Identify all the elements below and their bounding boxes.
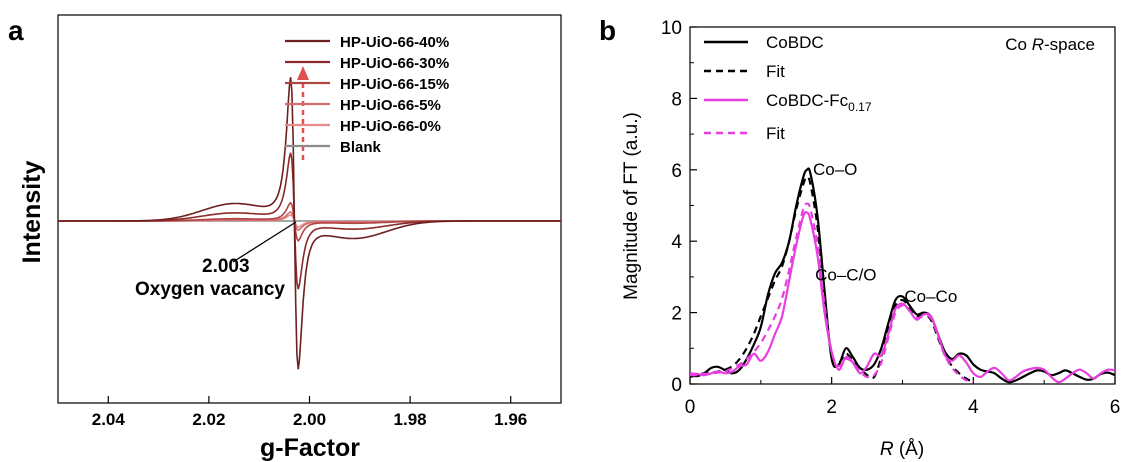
panel-a-x-tick-label: 1.98 xyxy=(394,410,427,429)
legend-label: CoBDC xyxy=(766,33,824,52)
panel-b-x-tick-label: 0 xyxy=(685,397,696,418)
legend-label: HP-UiO-66-5% xyxy=(340,97,441,114)
peak-annotation: Co–C/O xyxy=(815,265,876,284)
annotation-pointer xyxy=(232,221,297,263)
legend-label: Blank xyxy=(340,139,382,156)
panel-b-x-tick-label: 4 xyxy=(968,397,979,418)
series-line-fit-dashed xyxy=(689,202,974,384)
panel-b-x-tick-label: 2 xyxy=(826,397,837,418)
panel-a-x-ticks: 2.04 2.02 2.00 1.98 1.96 xyxy=(92,396,527,429)
panel-b-y-tick-label: 6 xyxy=(671,161,682,182)
legend-label: CoBDC-Fc0.17 xyxy=(766,91,872,114)
panel-b-curves xyxy=(689,167,1116,384)
annotation-value: 2.003 xyxy=(202,256,250,277)
panel-a-letter: a xyxy=(8,15,24,46)
panel-b-y-label: Magnitude of FT (a.u.) xyxy=(621,112,642,300)
legend-label: Fit xyxy=(766,124,785,143)
panel-a-x-tick-label: 2.00 xyxy=(293,410,326,429)
panel-a-curves xyxy=(58,77,561,370)
panel-b-x-tick-label: 6 xyxy=(1110,397,1121,418)
panel-b-x-label: R (Å) xyxy=(880,439,924,460)
legend-label: Fit xyxy=(766,62,785,81)
panel-b-letter: b xyxy=(599,15,616,46)
legend-label: HP-UiO-66-30% xyxy=(340,55,449,72)
series-line-hp-uio-66-40 xyxy=(58,77,561,370)
peak-annotation: Co–O xyxy=(813,160,857,179)
panel-b-ticks: 0 2 4 6 0 2 4 6 8 10 xyxy=(661,18,1120,418)
panel-a-y-label: Intensity xyxy=(18,161,46,264)
panel-b-y-tick-label: 2 xyxy=(671,304,682,325)
panel-b-annotations: Co–O Co–C/O Co–Co xyxy=(813,160,957,306)
panel-b-y-tick-label: 10 xyxy=(661,18,682,39)
series-line-cobdc-fc-0-17 xyxy=(689,211,1116,384)
panel-a-frame xyxy=(57,14,562,404)
legend-label: HP-UiO-66-15% xyxy=(340,76,449,93)
panel-b-y-tick-label: 0 xyxy=(671,375,682,396)
panel-a-x-tick-label: 2.04 xyxy=(92,410,126,429)
annotation-text: Oxygen vacancy xyxy=(135,279,285,300)
panel-a-x-tick-label: 2.02 xyxy=(192,410,225,429)
panel-b-frame xyxy=(689,26,1116,385)
panel-a-x-label: g-Factor xyxy=(260,434,360,462)
panel-a-legend: HP-UiO-66-40% HP-UiO-66-30% HP-UiO-66-15% H… xyxy=(285,34,449,156)
legend-label: HP-UiO-66-0% xyxy=(340,118,441,135)
panel-b-legend: CoBDC Fit CoBDC-Fc0.17 Fit xyxy=(704,33,872,143)
panel-a-x-tick-label: 1.96 xyxy=(494,410,527,429)
legend-label: HP-UiO-66-40% xyxy=(340,34,449,51)
peak-annotation: Co–Co xyxy=(904,287,957,306)
panel-a-chart: a 2.04 2.02 2.00 1.98 1.96 2.003 Oxygen vaca… xyxy=(8,14,562,462)
panel-b-y-tick-label: 8 xyxy=(671,89,682,110)
panel-b-corner-label: Co R-space xyxy=(1005,35,1095,54)
panel-b-y-tick-label: 4 xyxy=(671,232,682,253)
series-line-cobdc xyxy=(689,167,1116,384)
